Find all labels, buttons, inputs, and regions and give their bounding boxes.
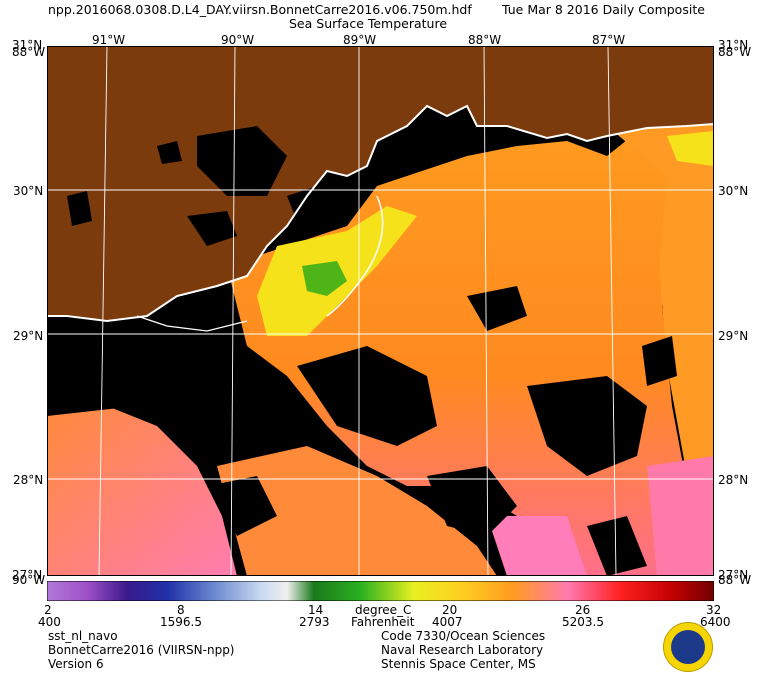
cbar-tick-f-4: 5203.5: [562, 615, 604, 629]
org-location: Stennis Space Center, MS: [381, 657, 536, 671]
lon-label-91w: 91°W: [92, 33, 126, 47]
cbar-unit-f: Fahrenheit: [351, 615, 415, 629]
corner-br-lon: 88°W: [718, 573, 752, 587]
mississippi-delta: [326, 195, 384, 317]
corner-tr-lat: 31°N: [718, 38, 749, 52]
cbar-tick-c-5: 32: [706, 603, 722, 617]
lon-label-89w: 89°W: [343, 33, 377, 47]
lon-label-87w: 87°W: [592, 33, 626, 47]
cbar-tick-f-5: 6400: [700, 615, 731, 629]
org-name: Naval Research Laboratory: [381, 643, 544, 657]
algorithm-name: sst_nl_navo: [48, 629, 118, 643]
lat-label-29n-left: 29°N: [13, 329, 44, 343]
nrl-seal-icon: [663, 622, 713, 672]
cloud-mask: [47, 126, 677, 576]
cbar-tick-f-0: 400: [38, 615, 61, 629]
inland-water: [67, 126, 337, 246]
sst-green-nearshore: [302, 261, 347, 296]
corner-bl-lat: 27°N: [12, 568, 43, 582]
sst-yellow-east: [667, 131, 714, 166]
lat-label-28n-left: 28°N: [13, 473, 44, 487]
lon-label-88w: 88°W: [468, 33, 502, 47]
barrier-islands: [136, 315, 248, 332]
graticule: [47, 46, 714, 576]
corner-tl-lon: 88°W: [12, 45, 46, 59]
corner-tr-lon: 88°W: [718, 45, 752, 59]
lat-label-30n-left: 30°N: [13, 184, 44, 198]
color-bar: [47, 581, 714, 601]
coastline: [47, 104, 714, 323]
lon-label-90w: 90°W: [221, 33, 255, 47]
cbar-tick-c-2: 14: [308, 603, 324, 617]
cbar-tick-c-3: 20: [442, 603, 458, 617]
cbar-tick-f-3: 4007: [432, 615, 463, 629]
corner-tl-lat: 31°N: [12, 38, 43, 52]
lat-label-29n-right: 29°N: [718, 329, 749, 343]
org-code: Code 7330/Ocean Sciences: [381, 629, 546, 643]
cbar-tick-c-0: 2: [44, 603, 52, 617]
cbar-tick-c-1: 8: [177, 603, 185, 617]
composite-date: Tue Mar 8 2016 Daily Composite: [502, 2, 705, 17]
lat-label-30n-right: 30°N: [718, 184, 749, 198]
region-name: BonnetCarre2016 (VIIRSN-npp): [48, 643, 235, 657]
file-name: npp.2016068.0308.D.L4_DAY.viirsn.BonnetC…: [48, 2, 472, 17]
version-label: Version 6: [48, 657, 104, 671]
cbar-tick-f-2: 2793: [299, 615, 330, 629]
map-frame: [47, 46, 714, 576]
product-title: Sea Surface Temperature: [289, 16, 448, 31]
corner-bl-lon: 90°W: [12, 573, 46, 587]
cbar-tick-f-1: 1596.5: [160, 615, 202, 629]
land: [47, 46, 714, 321]
cbar-tick-c-4: 26: [575, 603, 591, 617]
lat-label-28n-right: 28°N: [718, 473, 749, 487]
corner-br-lat: 27°N: [718, 568, 749, 582]
cbar-unit-c: degree_C: [355, 603, 412, 617]
sst-map: [47, 46, 714, 576]
